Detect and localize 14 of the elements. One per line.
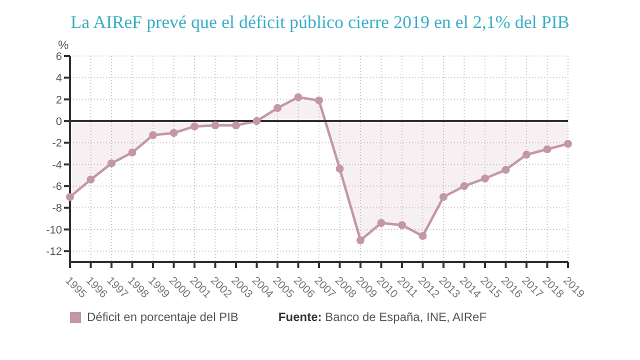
source-note: Fuente: Banco de España, INE, AIReF [278,310,487,324]
y-tick-label: -8 [52,202,62,215]
y-tick-label: 2 [56,94,62,106]
y-tick-label: 4 [56,72,62,85]
y-tick-label: -2 [52,138,62,150]
y-tick-label: -6 [52,181,62,194]
chart-title: La AIReF prevé que el déficit público cierre 2019 en el 2,1% del PIB [70,11,570,34]
y-tick-label: -12 [46,246,62,258]
y-tick-label: -10 [46,224,62,236]
y-tick-label: 0 [56,116,62,128]
y-tick-label: 6 [56,50,62,63]
legend-label: Déficit en porcentaje del PIB [87,310,238,324]
y-tick-label: -4 [52,159,62,172]
y-axis-title: % [58,38,69,52]
